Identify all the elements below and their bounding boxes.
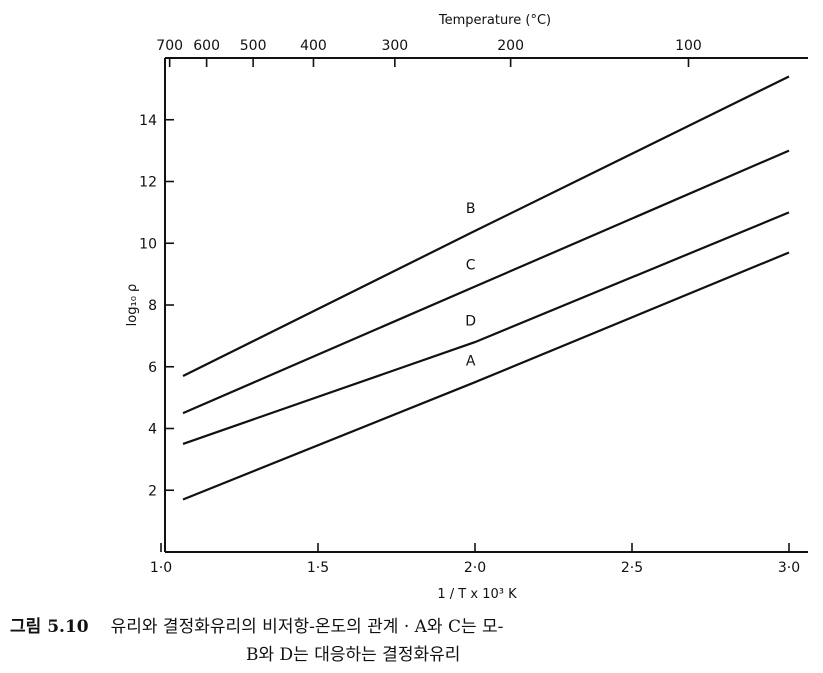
series-line-c (182, 149, 790, 415)
series-label-c: C (466, 258, 476, 274)
top-tick-label: 500 (240, 38, 267, 54)
series-line-b (182, 75, 790, 377)
figure-caption: 그림 5.10 유리와 결정화유리의 비저항-온도의 관계 · A와 C는 모- (10, 612, 820, 637)
y-tick-label: 2 (148, 483, 157, 499)
x-tick-label: 1·5 (307, 560, 329, 576)
caption-line-1: 유리와 결정화유리의 비저항-온도의 관계 · A와 C는 모- (110, 617, 504, 637)
top-tick-label: 600 (193, 38, 220, 54)
top-tick-label: 700 (156, 38, 183, 54)
series-line-d (182, 211, 790, 445)
y-tick-label: 10 (139, 236, 157, 252)
y-axis: 2 4 6 8 10 12 14 (139, 113, 174, 499)
x-tick-label: 3·0 (778, 560, 800, 576)
series-label-a: A (466, 354, 476, 370)
plot-frame (164, 57, 808, 553)
x-axis-title: 1 / T x 10³ K (437, 587, 517, 602)
y-tick-label: 12 (139, 175, 157, 191)
caption-line-2: B와 D는 대응하는 결정화유리 (246, 645, 461, 665)
top-tick-label: 200 (497, 38, 524, 54)
series-label-d: D (465, 314, 476, 330)
top-temperature-axis: 700 600 500 400 300 200 100 (156, 38, 702, 67)
x-tick-label: 2·5 (621, 560, 643, 576)
x-axis: 1·0 1·5 2·0 2·5 3·0 (150, 543, 800, 576)
top-tick-label: 400 (300, 38, 327, 54)
x-tick-label: 2·0 (464, 560, 486, 576)
chart: 1·0 1·5 2·0 2·5 3·0 2 4 6 8 10 12 14 700 600 500 400 3… (125, 13, 808, 602)
y-tick-label: 4 (148, 422, 157, 438)
series-line-a (182, 251, 790, 501)
x-tick-label: 1·0 (150, 560, 172, 576)
figure-number: 그림 5.10 (10, 617, 89, 637)
top-tick-label: 300 (381, 38, 408, 54)
series-layer: B C D A (182, 75, 790, 501)
top-tick-label: 100 (675, 38, 702, 54)
series-label-b: B (466, 201, 476, 217)
top-axis-title: Temperature (°C) (438, 13, 551, 28)
y-tick-label: 6 (148, 360, 157, 376)
y-tick-label: 14 (139, 113, 157, 129)
y-axis-title: log₁₀ ρ (125, 284, 140, 327)
y-tick-label: 8 (148, 298, 157, 314)
